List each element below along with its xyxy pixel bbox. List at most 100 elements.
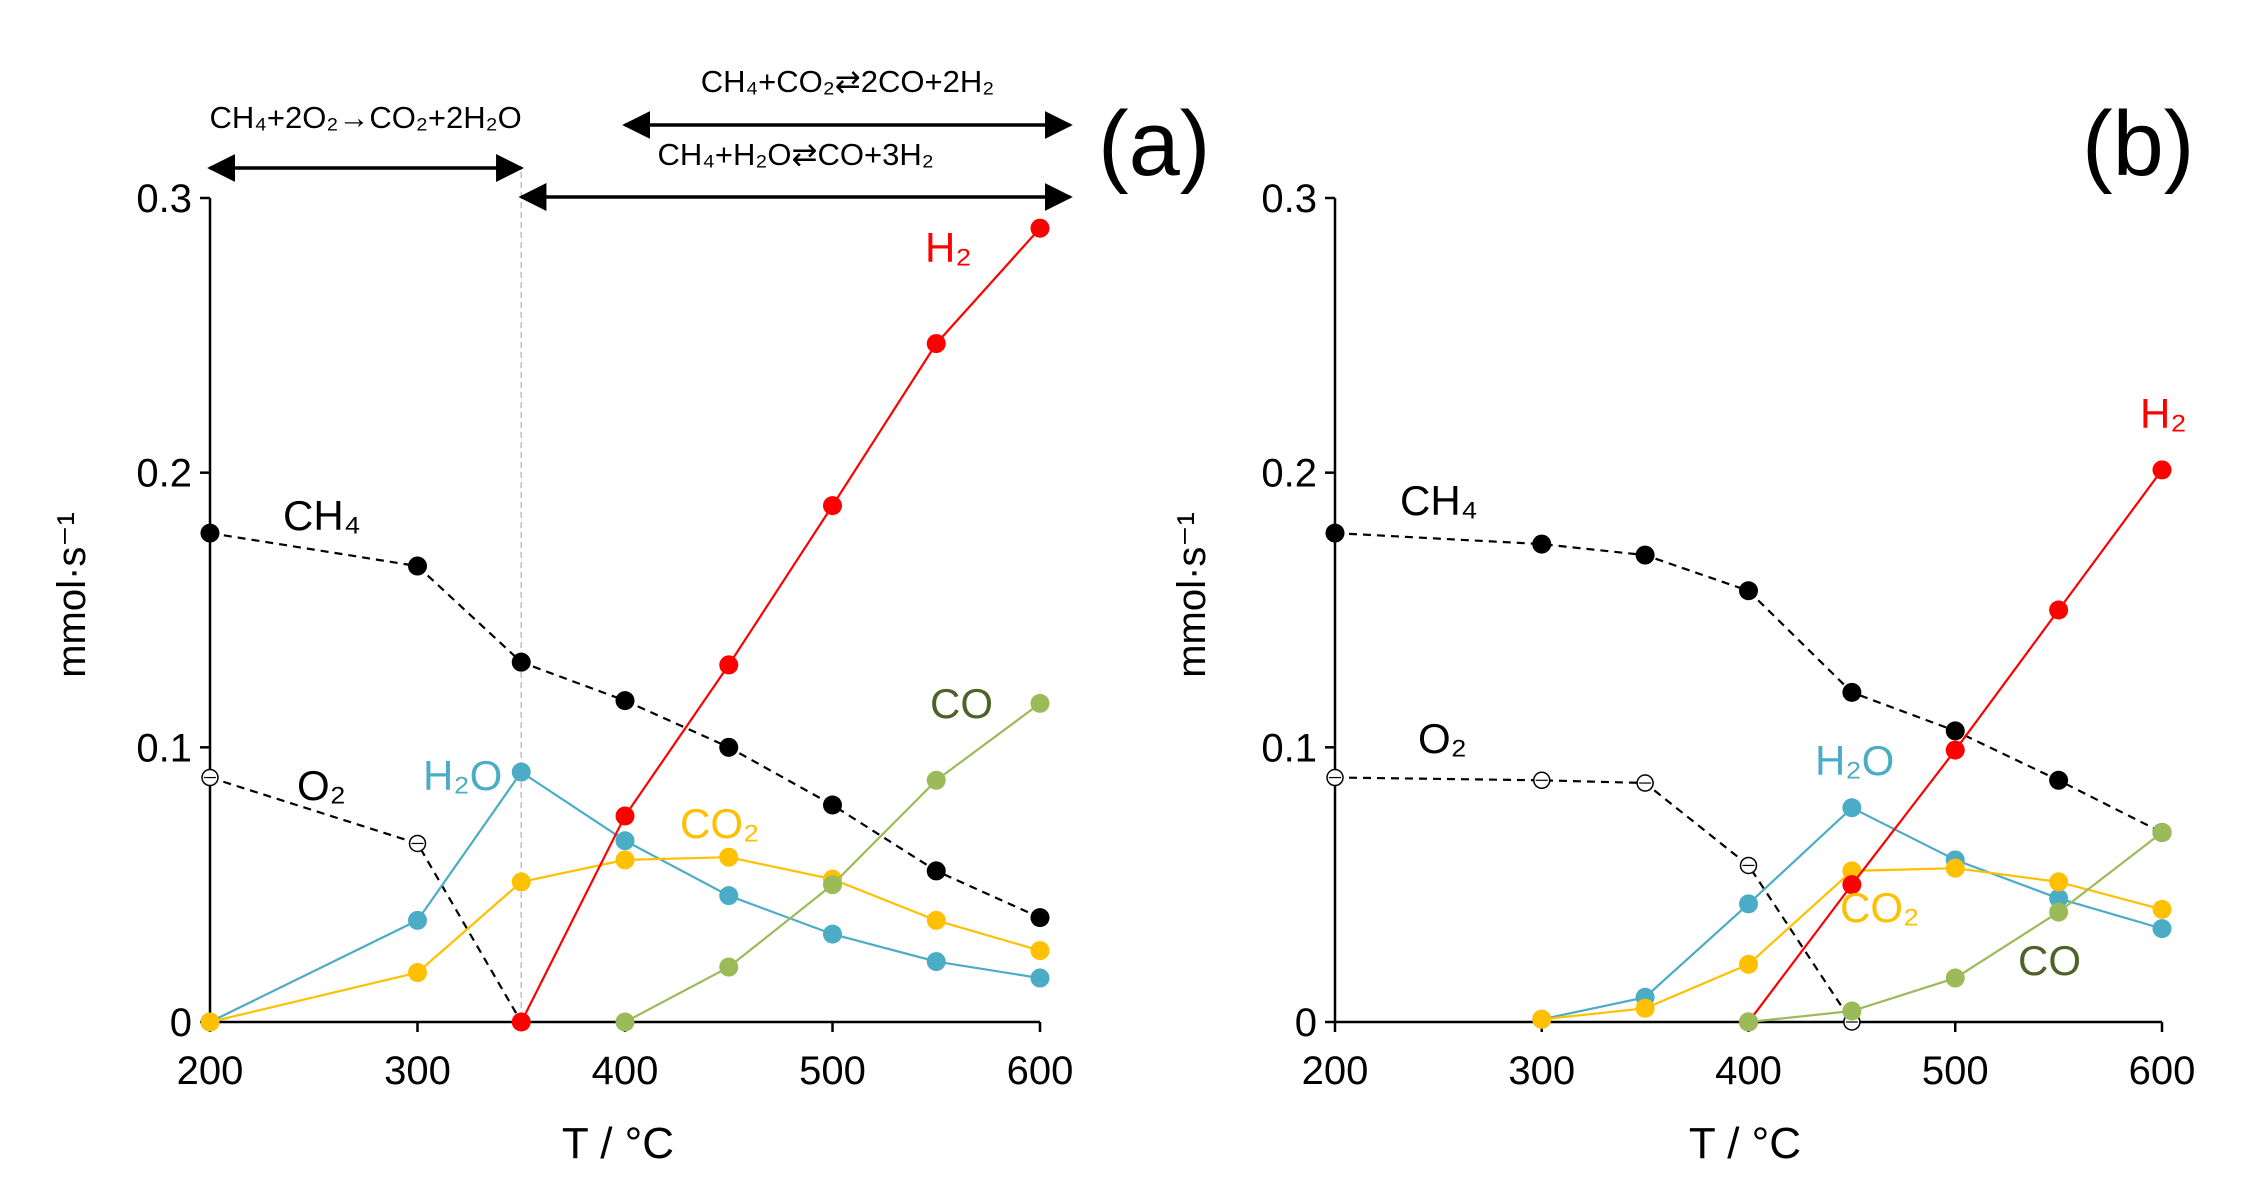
data-point-b	[1842, 1001, 1862, 1021]
series-line-b	[1334, 532, 2163, 834]
data-point-a	[615, 691, 635, 711]
x-tick-label-b: 600	[2129, 1049, 2196, 1093]
data-point-b	[1532, 534, 1552, 554]
y-axis-title-b: mmol·s⁻¹	[1170, 512, 1214, 678]
data-point-b	[2049, 770, 2069, 790]
data-point-b	[2152, 899, 2172, 919]
y-tick-label-b: 0.3	[1261, 177, 1317, 221]
data-point-a	[719, 737, 739, 757]
data-point-a	[926, 334, 946, 354]
series-label-a: CO	[930, 680, 993, 727]
x-tick-label-a: 600	[1007, 1049, 1074, 1093]
data-point-b	[1842, 798, 1862, 818]
series-label-b: CO	[2018, 937, 2081, 984]
series-label-b: H₂O	[1815, 737, 1894, 784]
y-tick-label-b: 0.1	[1261, 726, 1317, 770]
data-point-b	[1635, 545, 1655, 565]
data-point-a	[1030, 693, 1050, 713]
data-point-a	[1030, 908, 1050, 928]
data-point-a	[926, 861, 946, 881]
data-point-b	[1635, 998, 1655, 1018]
series-label-a: H₂O	[423, 752, 502, 799]
chart-panel-b: 0 0.1 0.2 0.3 200 300 400 500 600 (b) T / °C mmo…	[1170, 93, 2195, 1168]
panel-label-b: (b)	[2082, 93, 2194, 195]
data-point-a	[1030, 968, 1050, 988]
series-line-a	[209, 770, 1041, 1023]
y-tick-label-a: 0.2	[136, 452, 192, 496]
series-label-a: CO₂	[680, 800, 759, 847]
x-tick-label-a: 300	[384, 1049, 451, 1093]
data-point-a	[615, 850, 635, 870]
data-point-b	[2049, 888, 2069, 908]
data-point-a	[615, 1012, 635, 1032]
chart-panel-a: 0 0.1 0.2 0.3 200 300 400 500 600 (a) T / °C mmo…	[50, 64, 1210, 1168]
x-tick-label-b: 500	[1922, 1049, 1989, 1093]
x-axis-title-a: T / °C	[562, 1119, 674, 1168]
x-tick-label-a: 500	[799, 1049, 866, 1093]
x-tick-label-b: 300	[1508, 1049, 1575, 1093]
data-point-a	[926, 910, 946, 930]
series-label-b: CH₄	[1400, 477, 1478, 524]
data-point-a	[719, 655, 739, 675]
annotation-text: CH₄+CO₂⇄2CO+2H₂	[701, 64, 995, 99]
data-point-a	[1030, 218, 1050, 238]
data-point-b	[1945, 858, 1965, 878]
data-point-b	[1842, 875, 1862, 895]
series-label-b: O₂	[1418, 715, 1467, 762]
series-line-a	[209, 532, 1041, 919]
data-point-b	[2049, 872, 2069, 892]
x-tick-label-b: 400	[1715, 1049, 1782, 1093]
data-point-b	[2049, 902, 2069, 922]
data-point-b	[1945, 721, 1965, 741]
data-point-a	[200, 523, 220, 543]
y-axis-title-a: mmol·s⁻¹	[50, 512, 94, 678]
data-point-b	[2152, 919, 2172, 939]
data-point-a	[408, 556, 427, 576]
y-tick-label-a: 0	[170, 1001, 192, 1045]
y-tick-label-b: 0.2	[1261, 452, 1317, 496]
data-point-a	[615, 831, 635, 851]
data-point-a	[511, 1012, 531, 1032]
data-point-b	[1739, 954, 1758, 974]
y-tick-label-a: 0.1	[136, 726, 192, 770]
annotation-text: CH₄+H₂O⇄CO+3H₂	[657, 137, 933, 172]
data-point-a	[408, 910, 427, 930]
series-line-a	[520, 227, 1041, 1023]
x-axis-title-b: T / °C	[1689, 1119, 1801, 1168]
data-point-a	[408, 963, 427, 983]
series-line-a	[624, 702, 1041, 1023]
series-label-b: CO₂	[1840, 884, 1919, 931]
series-label-a: H₂	[925, 224, 972, 271]
data-point-b	[1532, 1009, 1552, 1029]
data-point-a	[615, 806, 635, 826]
data-point-b	[2152, 460, 2172, 480]
data-point-a	[719, 886, 739, 906]
data-point-b	[1739, 1012, 1758, 1032]
data-point-b	[1842, 861, 1862, 881]
panel-label-a: (a)	[1098, 93, 1210, 195]
data-point-a	[200, 1012, 220, 1032]
data-point-b	[1945, 740, 1965, 760]
data-point-a	[926, 770, 946, 790]
annotation-text: CH₄+2O₂→CO₂+2H₂O	[209, 100, 521, 135]
data-point-a	[719, 957, 739, 977]
data-point-b	[1739, 581, 1758, 601]
data-point-a	[511, 762, 531, 782]
data-point-a	[823, 795, 842, 815]
data-point-b	[1842, 682, 1862, 702]
series-line-b	[1334, 776, 1853, 1023]
data-point-b	[1945, 968, 1965, 988]
data-point-b	[2049, 600, 2069, 620]
x-tick-label-a: 400	[592, 1049, 659, 1093]
data-point-a	[823, 924, 842, 944]
series-line-a	[209, 856, 1041, 1024]
data-point-a	[511, 652, 531, 672]
series-label-b: H₂	[2140, 390, 2187, 437]
data-point-a	[823, 875, 842, 895]
data-point-b	[1739, 894, 1758, 914]
data-point-a	[511, 872, 531, 892]
data-point-a	[719, 847, 739, 867]
data-point-a	[823, 496, 842, 516]
